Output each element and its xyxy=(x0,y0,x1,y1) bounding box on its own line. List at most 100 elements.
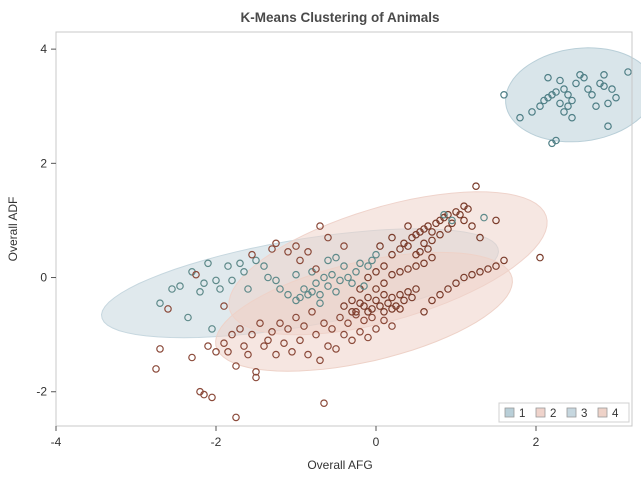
data-point-cluster-2 xyxy=(452,279,460,288)
data-point-cluster-4 xyxy=(232,413,240,422)
data-point-cluster-3 xyxy=(324,282,332,290)
data-point-cluster-2 xyxy=(444,210,452,219)
data-point-cluster-3 xyxy=(176,282,184,290)
data-point-cluster-3 xyxy=(236,259,244,268)
legend-label-1: 1 xyxy=(519,408,525,420)
data-point-cluster-2 xyxy=(396,245,404,253)
data-point-cluster-4 xyxy=(252,367,260,376)
data-point-cluster-4 xyxy=(356,327,364,336)
data-point-cluster-1 xyxy=(592,102,600,111)
data-point-cluster-4 xyxy=(312,265,320,273)
data-point-cluster-2 xyxy=(388,270,396,279)
data-point-cluster-4 xyxy=(272,239,280,248)
data-point-cluster-2 xyxy=(456,210,464,219)
data-point-cluster-4 xyxy=(316,356,324,365)
data-point-cluster-2 xyxy=(388,305,396,313)
data-point-cluster-4 xyxy=(284,248,292,256)
data-point-cluster-4 xyxy=(248,250,256,259)
data-point-cluster-3 xyxy=(224,262,232,270)
axes: -4 -2 0 2 -2 0 2 4 xyxy=(36,42,539,449)
data-point-cluster-3 xyxy=(276,285,284,293)
data-point-cluster-4 xyxy=(256,319,264,328)
data-point-cluster-3 xyxy=(312,279,320,288)
data-point-cluster-4 xyxy=(212,347,220,356)
data-point-cluster-2 xyxy=(388,250,396,259)
data-point-cluster-2 xyxy=(484,265,492,273)
data-point-cluster-4 xyxy=(292,242,300,250)
data-point-cluster-4 xyxy=(292,313,300,322)
data-point-cluster-2 xyxy=(360,302,368,310)
data-point-cluster-2 xyxy=(412,262,420,270)
x-tick-label: -4 xyxy=(51,435,62,449)
data-point-cluster-3 xyxy=(336,276,344,285)
data-point-cluster-4 xyxy=(340,242,348,250)
data-point-cluster-4 xyxy=(224,347,232,356)
data-point-cluster-2 xyxy=(436,230,444,239)
data-point-cluster-4 xyxy=(236,325,244,333)
data-point-cluster-3 xyxy=(308,287,316,296)
data-point-cluster-2 xyxy=(460,216,468,225)
data-point-cluster-3 xyxy=(368,256,376,265)
data-point-cluster-2 xyxy=(404,265,412,273)
data-point-cluster-2 xyxy=(364,293,372,302)
data-point-cluster-2 xyxy=(388,293,396,302)
data-point-cluster-2 xyxy=(372,296,380,305)
data-point-cluster-4 xyxy=(264,336,272,345)
data-point-cluster-1 xyxy=(600,71,608,79)
data-point-cluster-3 xyxy=(324,256,332,265)
data-point-cluster-1 xyxy=(560,85,568,93)
data-point-cluster-2 xyxy=(428,228,436,236)
y-axis-label: Overall ADF xyxy=(6,197,20,262)
data-point-cluster-4 xyxy=(372,325,380,333)
data-point-cluster-3 xyxy=(212,276,220,285)
data-point-cluster-4 xyxy=(192,270,200,279)
data-point-cluster-4 xyxy=(332,345,340,353)
legend-swatch-3 xyxy=(566,407,577,418)
data-point-cluster-3 xyxy=(216,285,224,293)
data-point-cluster-2 xyxy=(340,302,348,310)
data-point-cluster-3 xyxy=(272,276,280,285)
data-point-cluster-1 xyxy=(600,82,608,91)
data-point-cluster-1 xyxy=(568,96,576,105)
data-point-cluster-4 xyxy=(360,316,368,325)
data-point-cluster-2 xyxy=(536,253,544,262)
data-point-cluster-1 xyxy=(608,85,616,93)
legend-label-2: 2 xyxy=(550,408,556,420)
data-point-cluster-4 xyxy=(304,248,312,256)
data-point-cluster-3 xyxy=(200,279,208,288)
data-point-cluster-2 xyxy=(408,293,416,302)
data-point-cluster-3 xyxy=(340,262,348,270)
data-point-cluster-2 xyxy=(476,233,484,242)
data-point-cluster-1 xyxy=(552,136,560,145)
data-point-cluster-1 xyxy=(560,108,568,116)
data-point-cluster-1 xyxy=(500,91,508,99)
data-point-cluster-4 xyxy=(388,322,396,330)
data-point-cluster-4 xyxy=(248,330,256,339)
data-point-cluster-1 xyxy=(584,85,592,93)
data-point-cluster-3 xyxy=(352,267,360,276)
data-point-cluster-2 xyxy=(444,225,452,233)
data-point-cluster-3 xyxy=(316,290,324,299)
data-points xyxy=(152,68,632,422)
data-point-cluster-2 xyxy=(444,285,452,293)
data-point-cluster-3 xyxy=(316,299,324,308)
data-point-cluster-4 xyxy=(288,347,296,356)
data-point-cluster-4 xyxy=(232,362,240,370)
data-point-cluster-1 xyxy=(528,108,536,116)
data-point-cluster-2 xyxy=(492,262,500,270)
data-point-cluster-2 xyxy=(472,182,480,191)
data-point-cluster-2 xyxy=(376,302,384,310)
data-point-cluster-2 xyxy=(492,216,500,225)
data-point-cluster-2 xyxy=(420,259,428,268)
data-point-cluster-2 xyxy=(448,219,456,228)
legend: 1 2 3 4 xyxy=(498,402,630,423)
data-point-cluster-3 xyxy=(364,262,372,270)
data-point-cluster-2 xyxy=(380,279,388,288)
data-point-cluster-3 xyxy=(204,259,212,268)
data-point-cluster-3 xyxy=(252,256,260,265)
data-point-cluster-4 xyxy=(368,313,376,322)
data-point-cluster-2 xyxy=(428,296,436,305)
data-point-cluster-4 xyxy=(220,302,228,310)
data-point-cluster-4 xyxy=(156,345,164,353)
data-point-cluster-3 xyxy=(168,285,176,293)
